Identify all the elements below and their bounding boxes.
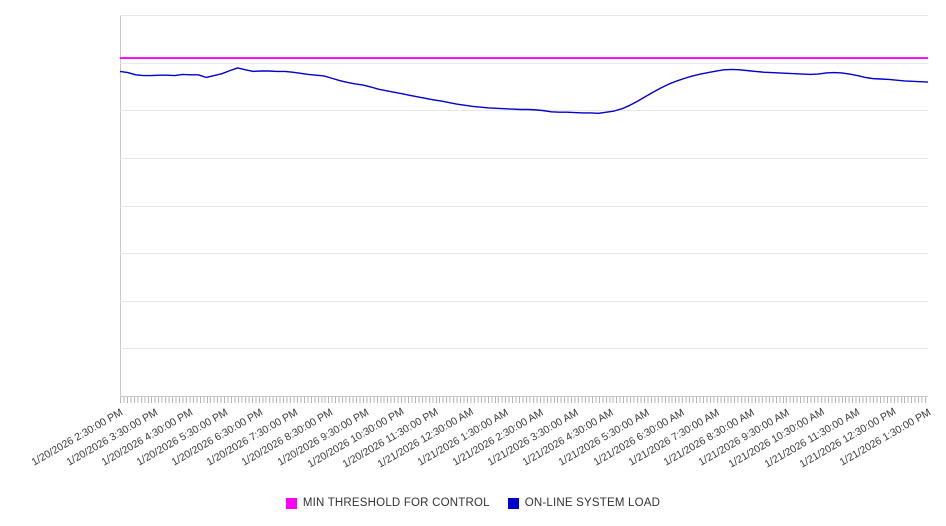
series-line-system-load xyxy=(120,68,928,113)
chart-legend: MIN THRESHOLD FOR CONTROL ON-LINE SYSTEM … xyxy=(0,497,946,509)
x-axis-tick-marks xyxy=(120,397,928,403)
series-layer xyxy=(120,15,928,396)
y-axis-line xyxy=(120,15,121,396)
legend-swatch-min-threshold xyxy=(285,497,297,509)
legend-label: MIN THRESHOLD FOR CONTROL xyxy=(302,497,490,509)
legend-item[interactable]: ON-LINE SYSTEM LOAD xyxy=(507,497,661,509)
legend-swatch-system-load xyxy=(507,497,519,509)
plot-area xyxy=(120,15,928,396)
x-axis-tick-labels: 1/20/2026 2:30:00 PM 1/20/2026 3:30:00 PM… xyxy=(0,396,946,496)
legend-label: ON-LINE SYSTEM LOAD xyxy=(524,497,661,509)
x-axis-line xyxy=(120,396,928,397)
legend-item[interactable]: MIN THRESHOLD FOR CONTROL xyxy=(285,497,490,509)
